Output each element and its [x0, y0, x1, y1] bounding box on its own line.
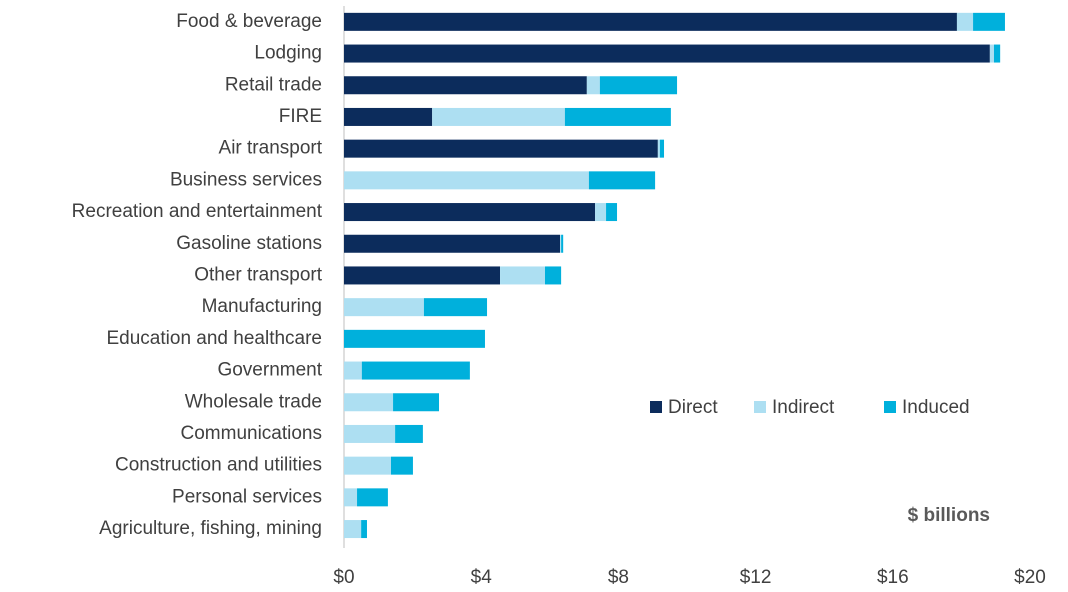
bar-segment	[564, 107, 671, 126]
bar-segment	[586, 76, 600, 95]
x-tick-label: $16	[877, 567, 909, 588]
bar-segment	[344, 203, 596, 222]
legend-swatch	[884, 401, 896, 413]
category-label: Education and healthcare	[107, 328, 323, 349]
bar-segment	[344, 361, 362, 380]
bar-segment	[393, 393, 440, 412]
category-label: Lodging	[254, 43, 322, 64]
category-label: Retail trade	[225, 74, 322, 95]
bar-segment	[659, 139, 665, 158]
bar-segment	[344, 456, 391, 475]
category-label: Manufacturing	[202, 296, 322, 317]
bar-segment	[390, 456, 413, 475]
x-tick-label: $8	[608, 567, 629, 588]
category-label: Personal services	[172, 486, 322, 507]
bar-segment	[588, 171, 656, 190]
bar-segment	[344, 171, 589, 190]
bar-segment	[544, 266, 562, 285]
category-label: Recreation and entertainment	[72, 201, 323, 222]
bar-segment	[606, 203, 618, 222]
bar-segment	[599, 76, 678, 95]
bar-segment	[344, 520, 362, 539]
bar-segment	[989, 44, 994, 63]
bar-segment	[344, 393, 394, 412]
bar-segment	[344, 298, 424, 317]
category-label: Wholesale trade	[185, 391, 322, 412]
category-label: Other transport	[194, 264, 322, 285]
bar-segment	[344, 424, 396, 443]
bar-segment	[344, 107, 433, 126]
bar-segment	[344, 234, 561, 253]
x-tick-label: $0	[333, 567, 354, 588]
bar-segment	[432, 107, 565, 126]
category-label: Construction and utilities	[115, 455, 322, 476]
bar-segment	[344, 12, 957, 31]
bar-segment	[423, 298, 488, 317]
legend-label: Direct	[668, 397, 718, 418]
x-tick-label: $4	[471, 567, 493, 588]
bar-segment	[973, 12, 1005, 31]
bar-segment	[361, 520, 367, 539]
category-label: Gasoline stations	[176, 233, 322, 254]
bar-segment	[657, 139, 660, 158]
bar-segment	[561, 234, 564, 253]
bar-segment	[344, 329, 485, 348]
bar-segment	[344, 44, 990, 63]
bar-segment	[361, 361, 470, 380]
category-label: Agriculture, fishing, mining	[99, 518, 322, 539]
category-label: Government	[217, 360, 322, 381]
category-label: Food & beverage	[176, 11, 322, 32]
x-tick-label: $12	[740, 567, 772, 588]
bar-segment	[500, 266, 545, 285]
legend-swatch	[650, 401, 662, 413]
bar-segment	[344, 488, 358, 507]
legend-label: Indirect	[772, 397, 835, 418]
x-tick-label: $20	[1014, 567, 1046, 588]
bar-segment	[357, 488, 388, 507]
units-annotation: $ billions	[908, 505, 990, 526]
bar-segment	[993, 44, 1001, 63]
bar-segment	[344, 76, 587, 95]
bar-segment	[560, 234, 562, 253]
legend-swatch	[754, 401, 766, 413]
category-label: FIRE	[279, 106, 322, 127]
category-label: Communications	[181, 423, 323, 444]
bar-segment	[344, 266, 501, 285]
bar-segment	[595, 203, 607, 222]
bar-segment	[956, 12, 974, 31]
bar-segment	[395, 424, 423, 443]
category-label: Air transport	[219, 138, 323, 159]
legend-label: Induced	[902, 397, 970, 418]
bar-segment	[344, 139, 658, 158]
category-label: Business services	[170, 169, 322, 190]
